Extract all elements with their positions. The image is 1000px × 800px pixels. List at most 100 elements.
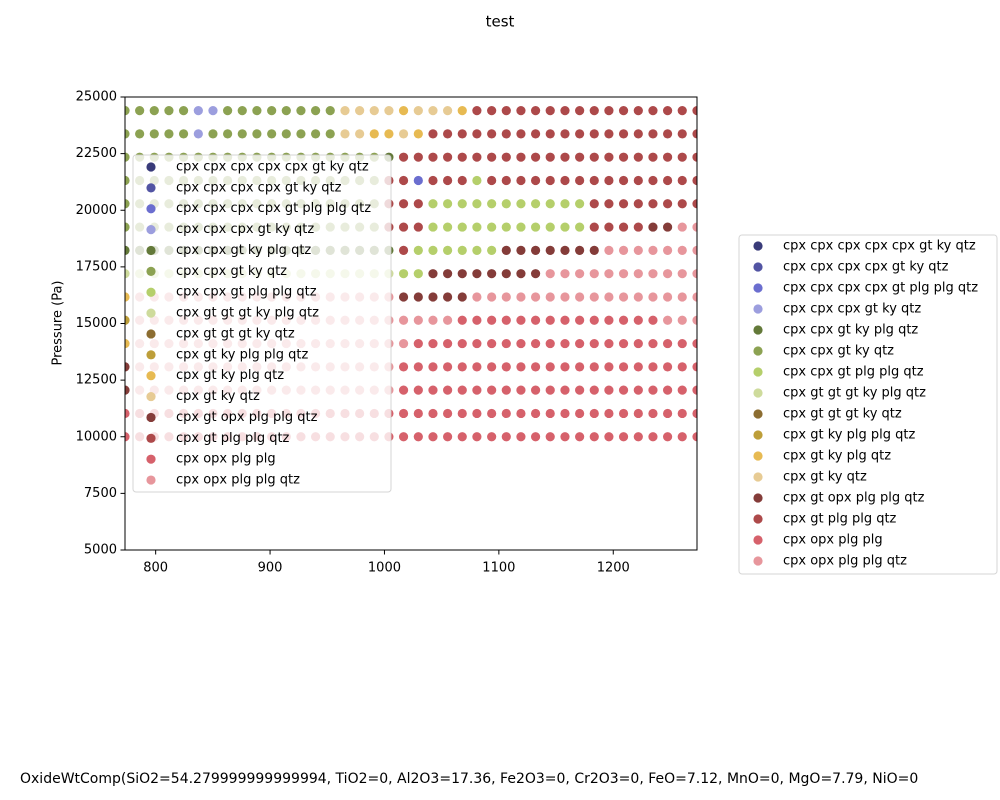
data-point (662, 152, 673, 162)
data-point (589, 292, 599, 302)
data-point (662, 175, 673, 186)
data-point (516, 152, 526, 162)
data-point (575, 222, 585, 232)
data-point (413, 129, 423, 139)
data-point (487, 432, 497, 442)
data-point (648, 129, 658, 139)
data-point (575, 315, 585, 325)
data-point (443, 222, 453, 232)
data-point (530, 432, 541, 442)
data-point (516, 292, 526, 302)
legend-marker (146, 308, 156, 318)
data-point (560, 152, 570, 162)
data-point (443, 338, 453, 349)
data-point (413, 222, 423, 232)
data-point (530, 385, 541, 395)
data-point (618, 338, 629, 349)
data-point (487, 362, 497, 372)
y-tick-label: 10000 (76, 429, 117, 444)
data-point (545, 175, 555, 186)
data-point (692, 269, 697, 279)
data-point (545, 222, 555, 232)
data-point (648, 105, 658, 116)
data-point (575, 152, 585, 162)
data-point (125, 245, 130, 255)
data-point (575, 105, 585, 116)
data-point (178, 129, 189, 139)
data-point (589, 408, 599, 419)
legend-marker (753, 346, 763, 356)
data-point (413, 292, 423, 302)
data-point (501, 129, 511, 139)
data-point (428, 385, 438, 395)
legend-box (738, 234, 998, 575)
data-point (545, 338, 555, 349)
legend-label: cpx cpx gt plg plg qtz (176, 285, 317, 300)
data-point (398, 315, 409, 325)
data-point (457, 315, 467, 325)
data-point (428, 152, 438, 162)
data-point (545, 152, 555, 162)
data-point (618, 245, 629, 255)
data-point (413, 269, 423, 279)
data-point (472, 385, 482, 395)
data-point (428, 222, 438, 232)
data-point (618, 199, 629, 209)
y-tick-label: 15000 (76, 316, 117, 331)
data-point (487, 408, 497, 419)
data-point (677, 292, 687, 302)
data-point (457, 129, 467, 139)
data-point (530, 199, 541, 209)
data-point (443, 152, 453, 162)
data-point (604, 362, 614, 372)
data-point (501, 408, 511, 419)
data-point (443, 315, 453, 325)
data-point (516, 199, 526, 209)
y-tick-label: 20000 (76, 203, 117, 218)
legend-label: cpx cpx gt ky qtz (783, 344, 894, 359)
data-point (487, 175, 497, 186)
data-point (267, 129, 277, 139)
data-point (692, 338, 697, 349)
data-point (164, 105, 174, 116)
legend-marker (753, 409, 763, 419)
data-point (648, 222, 658, 232)
data-point (575, 129, 585, 139)
data-point (545, 105, 555, 116)
legend-label: cpx opx plg plg qtz (783, 554, 907, 569)
data-point (633, 222, 643, 232)
data-point (516, 222, 526, 232)
data-point (487, 199, 497, 209)
data-point (633, 315, 643, 325)
data-point (589, 152, 599, 162)
data-point (633, 408, 643, 419)
data-point (633, 385, 643, 395)
legend-marker (753, 472, 763, 482)
legend-marker (753, 556, 763, 566)
data-point (413, 408, 423, 419)
legend-marker (753, 514, 763, 524)
data-point (398, 338, 409, 349)
legend-label: cpx cpx cpx cpx cpx gt ky qtz (783, 239, 976, 254)
legend-label: cpx gt ky plg qtz (783, 449, 891, 464)
data-point (589, 362, 599, 372)
data-point (530, 222, 541, 232)
data-point (545, 129, 555, 139)
data-point (125, 362, 130, 372)
data-point (560, 338, 570, 349)
data-point (428, 105, 438, 116)
data-point (692, 129, 697, 139)
data-point (125, 432, 130, 442)
data-point (413, 338, 423, 349)
data-point (237, 129, 247, 139)
data-point (618, 222, 629, 232)
data-point (516, 315, 526, 325)
data-point (428, 362, 438, 372)
data-point (487, 292, 497, 302)
data-point (618, 129, 629, 139)
data-point (648, 408, 658, 419)
data-point (589, 175, 599, 186)
data-point (223, 105, 233, 116)
legend-label: cpx gt ky qtz (176, 389, 260, 404)
data-point (692, 362, 697, 372)
